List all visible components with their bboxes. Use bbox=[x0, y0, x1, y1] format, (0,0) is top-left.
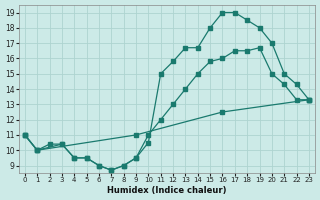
X-axis label: Humidex (Indice chaleur): Humidex (Indice chaleur) bbox=[107, 186, 227, 195]
